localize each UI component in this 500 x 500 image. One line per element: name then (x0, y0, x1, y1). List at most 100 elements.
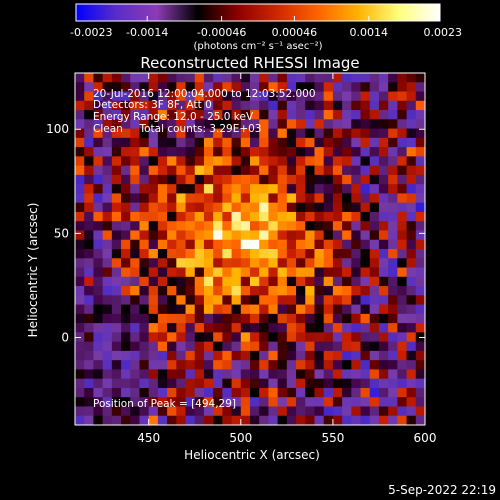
heatmap-cell (185, 239, 196, 250)
colorbar-ticks: -0.0023 -0.0014 -0.00046 0.00046 0.0014 0.002… (70, 16, 462, 39)
heatmap-cell (139, 286, 150, 296)
heatmap-cell (406, 156, 417, 167)
heatmap-cell (130, 397, 141, 408)
heatmap-cell (397, 82, 408, 93)
heatmap-cell (84, 378, 95, 389)
heatmap-cell (185, 286, 196, 296)
heatmap-cell (213, 193, 223, 204)
heatmap-cell (342, 239, 352, 250)
heatmap-cell (277, 147, 288, 157)
heatmap-cell (259, 360, 270, 371)
heatmap-cell (259, 350, 270, 361)
heatmap-cell (314, 258, 325, 269)
heatmap-cell (102, 397, 113, 408)
heatmap-cell (388, 100, 398, 111)
heatmap-cell (130, 286, 141, 296)
heatmap-cell (388, 258, 398, 269)
heatmap-cell (139, 193, 150, 204)
heatmap-cell (222, 267, 233, 278)
heatmap-cell (323, 267, 334, 278)
heatmap-cell (250, 369, 260, 380)
heatmap-cell (314, 332, 325, 343)
heatmap-cell (388, 286, 398, 296)
heatmap-cell (130, 276, 141, 287)
heatmap-cell (277, 332, 288, 343)
heatmap-cell (84, 147, 95, 157)
heatmap-cell (240, 156, 251, 167)
heatmap-cell (268, 378, 279, 389)
heatmap-cell (203, 286, 214, 296)
heatmap-cell (332, 147, 343, 157)
heatmap-cell (222, 323, 233, 333)
heatmap-cell (130, 211, 141, 222)
heatmap-cell (84, 332, 95, 343)
heatmap-cell (240, 174, 251, 185)
heatmap-cell (314, 193, 325, 204)
heatmap-cell (148, 184, 159, 195)
heatmap-cell (332, 387, 343, 398)
heatmap-cell (176, 341, 187, 352)
heatmap-cell (360, 128, 371, 139)
heatmap-cell (240, 387, 251, 398)
heatmap-cell (167, 91, 177, 102)
heatmap-cell (277, 276, 288, 287)
heatmap-cell (75, 397, 85, 408)
heatmap-cell (406, 258, 417, 269)
heatmap-cell (277, 304, 288, 315)
heatmap-cell (268, 211, 279, 222)
heatmap-cell (342, 313, 352, 324)
heatmap-cell (167, 323, 177, 333)
heatmap-cell (203, 137, 214, 148)
heatmap-cell (415, 193, 425, 204)
heatmap-cell (121, 295, 131, 306)
heatmap-cell (296, 110, 306, 120)
heatmap-cell (268, 258, 279, 269)
heatmap-cell (84, 82, 95, 93)
heatmap-cell (84, 369, 95, 380)
heatmap-cell (250, 137, 260, 148)
heatmap-cell (222, 230, 233, 241)
heatmap-cell (342, 91, 352, 102)
heatmap-cell (342, 193, 352, 204)
heatmap-cell (406, 360, 417, 371)
heatmap-cell (240, 202, 251, 213)
heatmap-cell (397, 286, 408, 296)
heatmap-cell (388, 211, 398, 222)
heatmap-cell (332, 249, 343, 259)
heatmap-cell (185, 147, 196, 157)
heatmap-cell (369, 378, 380, 389)
heatmap-cell (415, 221, 425, 232)
heatmap-cell (250, 100, 260, 111)
heatmap-cell (332, 73, 343, 83)
heatmap-cell (222, 369, 233, 380)
heatmap-cell (305, 304, 316, 315)
heatmap-cell (342, 341, 352, 352)
heatmap-cell (360, 332, 371, 343)
heatmap-cell (75, 221, 85, 232)
heatmap-cell (332, 100, 343, 111)
heatmap-cell (268, 239, 279, 250)
heatmap-cell (332, 137, 343, 148)
annotation-peak-position: Position of Peak = [494,29] (93, 398, 236, 410)
heatmap-cell (296, 165, 306, 176)
heatmap-cell (296, 397, 306, 408)
heatmap-cell (268, 221, 279, 232)
heatmap-cell (342, 350, 352, 361)
heatmap-cell (360, 73, 371, 83)
heatmap-cell (176, 415, 187, 425)
heatmap-cell (388, 350, 398, 361)
heatmap-cell (406, 165, 417, 176)
plot-frame (74, 72, 426, 426)
heatmap-cell (185, 165, 196, 176)
heatmap-cell (102, 156, 113, 167)
heatmap-cell (102, 230, 113, 241)
heatmap-cell (231, 341, 242, 352)
heatmap-cell (250, 276, 260, 287)
heatmap-cell (388, 406, 398, 417)
heatmap-cell (130, 313, 141, 324)
heatmap-cell (277, 397, 288, 408)
heatmap-cell (240, 73, 251, 83)
heatmap-cell (121, 323, 131, 333)
heatmap-cell (231, 156, 242, 167)
heatmap-cell (296, 221, 306, 232)
